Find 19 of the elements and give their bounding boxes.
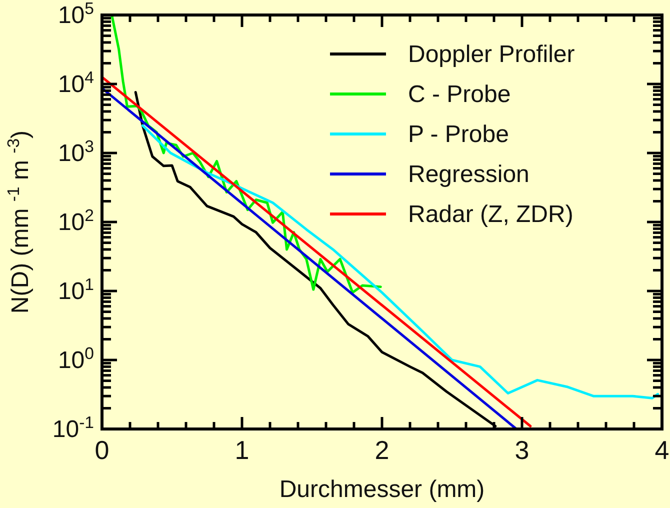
legend-label: C - Probe	[408, 81, 511, 108]
y-tick-label: 10$^{4}$	[58, 68, 94, 98]
line-series	[141, 124, 660, 400]
x-tick-label: 2	[374, 435, 390, 465]
legend-label: Regression	[408, 161, 530, 188]
y-tick-label: 10$^{2}$	[58, 206, 94, 236]
x-axis-title: Durchmesser (mm)	[279, 476, 485, 503]
y-tick-label: 10$^{0}$	[58, 344, 94, 374]
y-tick-label: 10$^{1}$	[58, 274, 94, 305]
x-tick-label: 1	[234, 435, 250, 465]
legend-label: Doppler Profiler	[408, 41, 575, 68]
x-tick-label: 4	[654, 435, 670, 465]
legend-label: P - Probe	[408, 121, 509, 148]
x-tick-label: 0	[94, 435, 110, 465]
y-tick-label: 10$^{3}$	[58, 136, 94, 167]
x-tick-label: 3	[514, 435, 530, 465]
y-tick-label: 10$^{5}$	[58, 0, 94, 29]
y-tick-label: 10$^{-1}$	[52, 412, 94, 443]
legend-label: Radar (Z, ZDR)	[408, 201, 574, 228]
